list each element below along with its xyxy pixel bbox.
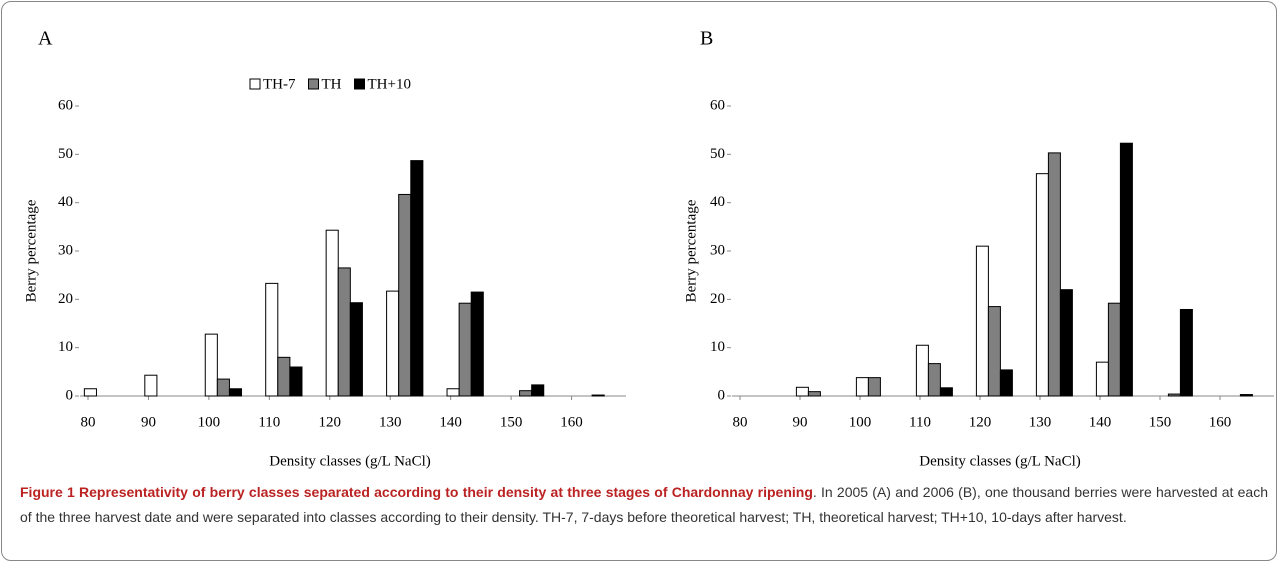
y-tick-label: 60 bbox=[58, 97, 73, 113]
bar bbox=[216, 378, 230, 397]
x-tick-label: 110 bbox=[258, 414, 280, 430]
panel-label: A bbox=[38, 28, 53, 50]
x-tick-label: 150 bbox=[500, 414, 523, 430]
legend-swatch bbox=[354, 78, 365, 90]
x-tick-label: 140 bbox=[1089, 414, 1112, 430]
bar bbox=[1239, 394, 1253, 397]
caption-title: Figure 1 Representativity of berry class… bbox=[20, 484, 813, 500]
bar bbox=[144, 374, 158, 397]
bar bbox=[337, 267, 351, 397]
bar bbox=[349, 302, 363, 397]
y-tick-label: 0 bbox=[66, 387, 74, 403]
x-tick-label: 90 bbox=[793, 414, 808, 430]
y-tick-label: 30 bbox=[710, 242, 725, 258]
x-tick-label: 140 bbox=[439, 414, 462, 430]
bar bbox=[83, 388, 97, 397]
x-tick-label: 100 bbox=[198, 414, 221, 430]
bar bbox=[398, 193, 412, 397]
x-tick-label: 120 bbox=[319, 414, 342, 430]
panel-label: B bbox=[700, 28, 713, 50]
x-tick-label: 90 bbox=[141, 414, 156, 430]
bar bbox=[1035, 173, 1049, 397]
bar bbox=[410, 160, 424, 397]
x-tick-label: 160 bbox=[560, 414, 583, 430]
bar bbox=[915, 344, 929, 397]
bar bbox=[591, 394, 605, 397]
caption-text: . In 2005 (A) and 2006 (B), one thousand… bbox=[20, 484, 1268, 525]
legend-swatch bbox=[249, 78, 261, 90]
bar bbox=[325, 229, 339, 397]
y-tick-label: 40 bbox=[710, 194, 725, 210]
y-axis-title: Berry percentage bbox=[683, 199, 699, 302]
x-tick-label: 120 bbox=[969, 414, 992, 430]
bar bbox=[277, 356, 291, 397]
x-axis-title: Density classes (g/L NaCl) bbox=[269, 453, 431, 469]
bar bbox=[1095, 361, 1109, 397]
y-tick-label: 10 bbox=[58, 339, 73, 355]
bar bbox=[458, 302, 472, 397]
bar bbox=[999, 369, 1013, 397]
legend-label: TH bbox=[322, 76, 342, 92]
bar bbox=[1107, 302, 1121, 397]
y-tick-label: 60 bbox=[710, 97, 725, 113]
bar bbox=[1179, 308, 1193, 397]
x-tick-label: 160 bbox=[1209, 414, 1232, 430]
bar bbox=[470, 291, 484, 397]
caption: Figure 1 Representativity of berry class… bbox=[20, 480, 1268, 529]
bar bbox=[531, 384, 545, 397]
bar bbox=[204, 333, 218, 397]
bar bbox=[987, 306, 1001, 397]
x-tick-label: 130 bbox=[1029, 414, 1052, 430]
bar bbox=[386, 290, 400, 397]
bar bbox=[228, 388, 243, 397]
y-tick-label: 40 bbox=[58, 194, 73, 210]
x-tick-label: 80 bbox=[81, 414, 96, 430]
legend-label: TH-7 bbox=[263, 76, 296, 92]
bar bbox=[1167, 393, 1181, 397]
bar bbox=[807, 391, 821, 397]
bar bbox=[1059, 289, 1073, 397]
y-tick-label: 20 bbox=[58, 291, 73, 307]
bar bbox=[1047, 152, 1061, 397]
x-tick-label: 100 bbox=[849, 414, 872, 430]
y-axis-title: Berry percentage bbox=[23, 199, 39, 302]
bar bbox=[446, 388, 460, 397]
y-tick-label: 30 bbox=[58, 242, 73, 258]
bar bbox=[939, 387, 953, 397]
x-tick-label: 130 bbox=[379, 414, 402, 430]
bar bbox=[855, 377, 869, 397]
bar bbox=[975, 245, 989, 397]
bar bbox=[289, 366, 303, 397]
x-tick-label: 80 bbox=[733, 414, 748, 430]
bar bbox=[1119, 142, 1133, 397]
y-tick-label: 10 bbox=[710, 339, 725, 355]
y-tick-label: 20 bbox=[710, 291, 725, 307]
x-tick-label: 150 bbox=[1149, 414, 1172, 430]
x-tick-label: 110 bbox=[909, 414, 931, 430]
legend-label: TH+10 bbox=[368, 76, 411, 92]
bar bbox=[795, 386, 809, 397]
bar bbox=[927, 363, 941, 397]
charts: A Berry percentage Density classes (g/L Na… bbox=[23, 28, 1274, 469]
bar bbox=[265, 282, 279, 397]
y-tick-label: 50 bbox=[710, 146, 725, 162]
y-tick-label: 0 bbox=[718, 387, 726, 403]
legend-swatch bbox=[308, 78, 319, 90]
x-axis-title: Density classes (g/L NaCl) bbox=[919, 453, 1081, 469]
bar bbox=[519, 390, 533, 397]
bar bbox=[867, 377, 881, 397]
y-tick-label: 50 bbox=[58, 146, 73, 162]
